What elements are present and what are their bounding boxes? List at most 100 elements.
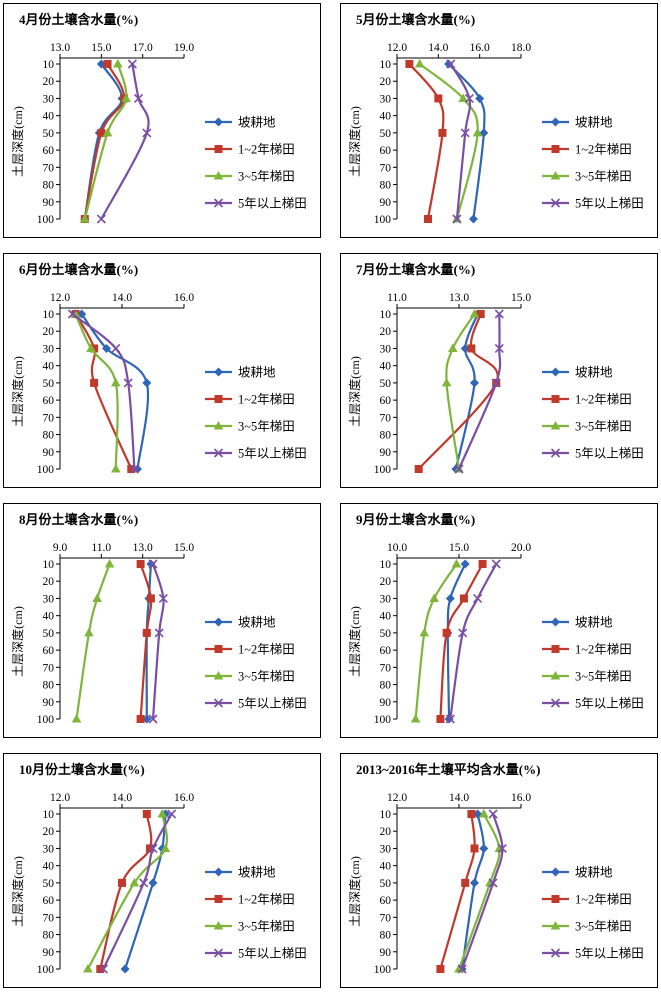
data-point xyxy=(414,465,423,473)
series-group xyxy=(410,559,462,723)
data-point xyxy=(454,464,464,474)
series-line xyxy=(83,63,128,220)
y-tick-label: 90 xyxy=(43,447,55,459)
data-point xyxy=(488,809,498,819)
x-tick-label: 14.0 xyxy=(428,42,448,54)
series-line xyxy=(446,563,467,720)
series-group xyxy=(445,559,501,724)
legend-marker xyxy=(214,145,223,153)
data-point xyxy=(118,878,126,887)
data-point xyxy=(473,593,483,604)
series-group xyxy=(405,60,447,223)
series-group xyxy=(67,309,139,474)
x-tick-label: 16.0 xyxy=(174,292,194,304)
legend-marker xyxy=(213,921,224,930)
y-tick-label: 80 xyxy=(380,680,392,692)
legend-label: 3~5年梯田 xyxy=(575,170,632,184)
y-axis-title: 土层深度(cm) xyxy=(10,856,25,927)
data-point xyxy=(460,559,470,569)
y-tick-label: 90 xyxy=(380,447,392,459)
data-point xyxy=(434,94,443,103)
x-tick-label: 13.0 xyxy=(133,542,153,554)
y-tick-label: 10 xyxy=(43,559,55,571)
chart-panel: 6月份土壤含水量(%) 12.0 14.0 16.0 10 20 30 40 50 60 70 80 9… xyxy=(3,253,321,488)
y-tick-label: 90 xyxy=(380,697,392,709)
legend-item: 3~5年梯田 xyxy=(205,170,295,184)
y-axis-title: 土层深度(cm) xyxy=(10,106,25,177)
legend-marker xyxy=(550,921,561,930)
data-point xyxy=(111,343,121,354)
y-tick-label: 20 xyxy=(380,826,392,838)
data-point xyxy=(479,809,489,818)
legend-marker xyxy=(214,367,223,377)
data-point xyxy=(111,464,121,473)
legend-item: 5年以上梯田 xyxy=(205,197,307,211)
series-line xyxy=(80,313,150,470)
x-tick-label: 15.0 xyxy=(449,542,469,554)
data-point xyxy=(491,378,501,388)
legend-label: 坡耕地 xyxy=(575,115,613,130)
data-point xyxy=(84,627,94,637)
data-point xyxy=(448,343,458,352)
legend-item: 坡耕地 xyxy=(542,865,613,880)
x-tick-label: 12.0 xyxy=(50,292,70,304)
chart-panel: 9月份土壤含水量(%) 10.0 15.0 20.0 10 20 30 40 50 60 70 80 9… xyxy=(340,503,658,738)
legend-label: 坡耕地 xyxy=(238,865,276,880)
data-point xyxy=(414,59,425,68)
legend-item: 3~5年梯田 xyxy=(542,920,632,934)
legend-marker xyxy=(550,948,561,958)
y-tick-label: 30 xyxy=(380,343,392,355)
y-tick-label: 30 xyxy=(43,843,55,855)
data-point xyxy=(142,628,151,637)
legend-label: 1~2年梯田 xyxy=(238,393,295,407)
series-group xyxy=(444,59,489,224)
x-tick-label: 15.0 xyxy=(511,292,531,304)
y-tick-label: 20 xyxy=(380,326,392,338)
data-point xyxy=(464,93,474,104)
y-tick-label: 10 xyxy=(380,59,392,71)
legend-label: 5年以上梯田 xyxy=(575,447,644,461)
series-group xyxy=(83,809,171,973)
data-point xyxy=(441,377,452,387)
y-tick-label: 50 xyxy=(43,878,55,890)
x-tick-label: 14.0 xyxy=(112,792,132,804)
legend-marker xyxy=(214,895,223,903)
y-tick-label: 50 xyxy=(380,878,392,890)
x-tick-label: 18.0 xyxy=(511,42,531,54)
legend-label: 3~5年梯田 xyxy=(575,420,632,434)
legend-marker xyxy=(550,198,561,208)
legend-label: 3~5年梯田 xyxy=(238,920,295,934)
series-group xyxy=(136,560,155,723)
y-tick-label: 50 xyxy=(380,128,392,140)
legend-item: 1~2年梯田 xyxy=(542,393,632,407)
legend-item: 坡耕地 xyxy=(205,865,276,880)
y-axis-title: 土层深度(cm) xyxy=(347,356,362,427)
data-point xyxy=(90,378,99,387)
y-tick-label: 10 xyxy=(43,809,55,821)
data-point xyxy=(445,593,455,603)
legend-item: 5年以上梯田 xyxy=(205,947,307,961)
data-point xyxy=(103,60,112,68)
series-group xyxy=(80,59,131,223)
legend-marker xyxy=(214,645,223,653)
data-point xyxy=(129,877,140,887)
series-line xyxy=(86,813,169,970)
series-group xyxy=(436,560,487,723)
legend-marker xyxy=(550,171,561,180)
y-tick-label: 40 xyxy=(43,861,55,873)
data-point xyxy=(436,965,445,973)
series-line xyxy=(449,563,498,720)
series-group xyxy=(70,309,121,473)
legend-label: 1~2年梯田 xyxy=(575,893,632,907)
series-group xyxy=(96,59,152,224)
data-point xyxy=(497,843,507,854)
legend-item: 坡耕地 xyxy=(542,115,613,130)
data-point xyxy=(460,128,470,138)
y-tick-label: 100 xyxy=(37,214,55,226)
legend-marker xyxy=(214,617,223,627)
data-point xyxy=(451,559,462,568)
legend-label: 5年以上梯田 xyxy=(238,447,307,461)
series-group xyxy=(71,310,136,473)
x-tick-label: 15.0 xyxy=(174,542,194,554)
